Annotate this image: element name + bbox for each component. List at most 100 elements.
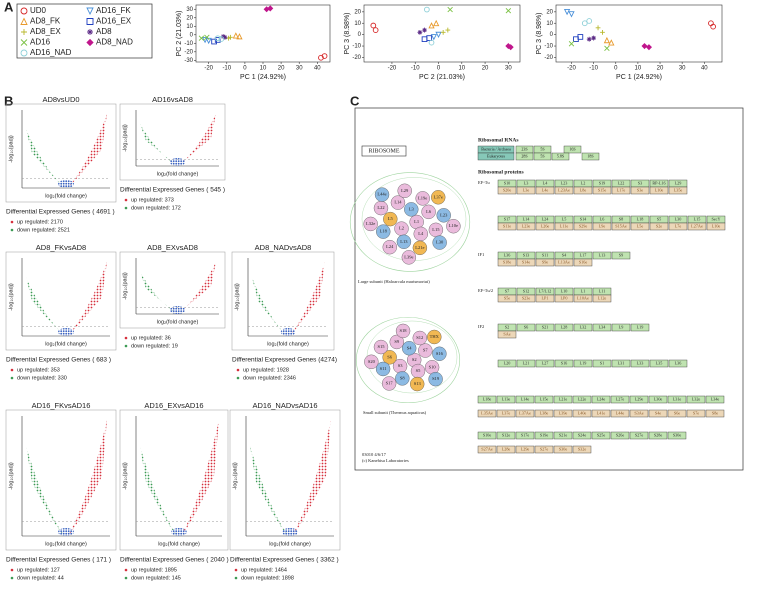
legend-label: AD8_NAD <box>96 38 133 47</box>
green-label: L19 <box>580 360 587 365</box>
green-label: L7/L12 <box>539 288 552 293</box>
green-label: L15e <box>540 396 549 401</box>
rrna-box <box>515 152 534 161</box>
legend-marker <box>20 17 28 25</box>
green-label: S12e <box>502 432 511 437</box>
point <box>573 36 579 43</box>
protein-label: L44e <box>377 192 386 197</box>
beige-box <box>667 409 687 418</box>
y-axis-label: -log₁₀(padj) <box>122 272 128 300</box>
protein-label: S8 <box>400 375 406 380</box>
y-axis-label: -log₁₀(padj) <box>122 462 128 490</box>
ns-cloud <box>58 180 74 188</box>
y-tick-label: 0 <box>550 32 554 38</box>
green-box <box>611 359 631 368</box>
x-axis-label: log₂(fold change) <box>157 319 199 325</box>
y-tick-label: -10 <box>184 41 193 47</box>
green-label: S26e <box>616 432 625 437</box>
protein-blob <box>432 235 447 250</box>
row-label: EF-Tu <box>478 180 490 185</box>
green-box <box>535 323 555 332</box>
ns-cloud <box>280 328 296 336</box>
beige-box <box>592 222 612 231</box>
protein-label: L1 <box>414 219 419 224</box>
protein-blob <box>381 376 397 391</box>
panel-label: C <box>350 93 360 108</box>
protein-label: S18 <box>400 328 408 333</box>
beige-box <box>516 222 536 231</box>
rrna-group-label: Eukaryotes <box>487 153 505 158</box>
protein-blob <box>382 239 397 255</box>
green-label: S25e <box>597 432 606 437</box>
subunit-caption: Small subunit (Thermus aquaticus) <box>363 410 427 415</box>
green-label: L6 <box>600 216 605 221</box>
protein-label: L29 <box>401 188 409 193</box>
point <box>222 34 228 40</box>
protein-blob <box>376 224 391 239</box>
protein-label: S10 <box>429 364 437 369</box>
green-label: S1 <box>600 360 604 365</box>
beige-box <box>515 409 535 418</box>
green-label: L27e <box>616 396 625 401</box>
beige-box <box>515 445 535 454</box>
protein-blob <box>382 350 397 365</box>
plot-title: AD16_NADvsAD16 <box>252 401 317 410</box>
beige-box <box>534 409 554 418</box>
beige-box <box>648 409 668 418</box>
down-count: down regulated: 2346 <box>243 375 296 381</box>
x-tick-label: 30 <box>505 66 512 72</box>
green-box <box>554 359 574 368</box>
beige-label: L23e <box>522 223 531 228</box>
green-label: L31 <box>618 360 625 365</box>
point <box>447 6 453 13</box>
protein-label: S3 <box>398 363 404 368</box>
green-box <box>610 431 630 440</box>
point <box>428 22 435 29</box>
green-box <box>610 395 630 404</box>
green-box <box>705 395 725 404</box>
y-axis-label: PC 2 (21.03%) <box>176 11 183 57</box>
protein-blob <box>389 334 404 350</box>
point <box>440 29 446 35</box>
ns-cloud <box>170 306 185 314</box>
protein-blob <box>401 250 417 265</box>
beige-label: S2e <box>656 223 662 228</box>
y-tick-label: -20 <box>352 55 361 61</box>
up-count: up regulated: 1928 <box>243 367 289 373</box>
down-dot <box>124 206 128 210</box>
beige-label: SAe <box>503 331 510 336</box>
x-tick-label: -20 <box>567 66 576 72</box>
beige-label: S8e <box>712 410 718 415</box>
beige-box <box>573 258 593 267</box>
legend-marker <box>20 49 28 57</box>
green-label: S12 <box>523 288 530 293</box>
point <box>581 20 588 27</box>
ns-cloud <box>282 528 298 536</box>
plot-frame <box>5 409 117 551</box>
down-count: down regulated: 1898 <box>241 575 294 581</box>
green-label: SecY <box>711 216 720 221</box>
rrna-box <box>533 152 552 161</box>
beige-box <box>573 222 593 231</box>
green-label: L4 <box>543 180 549 185</box>
legend-label: AD16_FK <box>96 6 131 15</box>
green-box <box>648 431 668 440</box>
protein-label: L30 <box>436 240 444 245</box>
green-label: L30e <box>654 396 663 401</box>
y-tick-label: 30 <box>186 7 193 13</box>
plot-frame <box>363 4 521 63</box>
green-box <box>630 323 650 332</box>
green-label: L28 <box>561 324 568 329</box>
protein-blob <box>395 371 410 386</box>
plot-title: AD8_FKvsAD8 <box>36 243 86 252</box>
beige-label: S27e <box>540 446 549 451</box>
green-box <box>668 359 688 368</box>
plot-frame <box>119 103 226 181</box>
beige-label: S3Ae <box>634 410 643 415</box>
up-dot <box>10 568 14 572</box>
green-label: L14 <box>523 216 531 221</box>
protein-blob <box>421 204 436 220</box>
protein-label: S19 <box>432 376 440 381</box>
y-tick-label: 0 <box>190 32 194 38</box>
beige-label: L28e <box>502 446 511 451</box>
